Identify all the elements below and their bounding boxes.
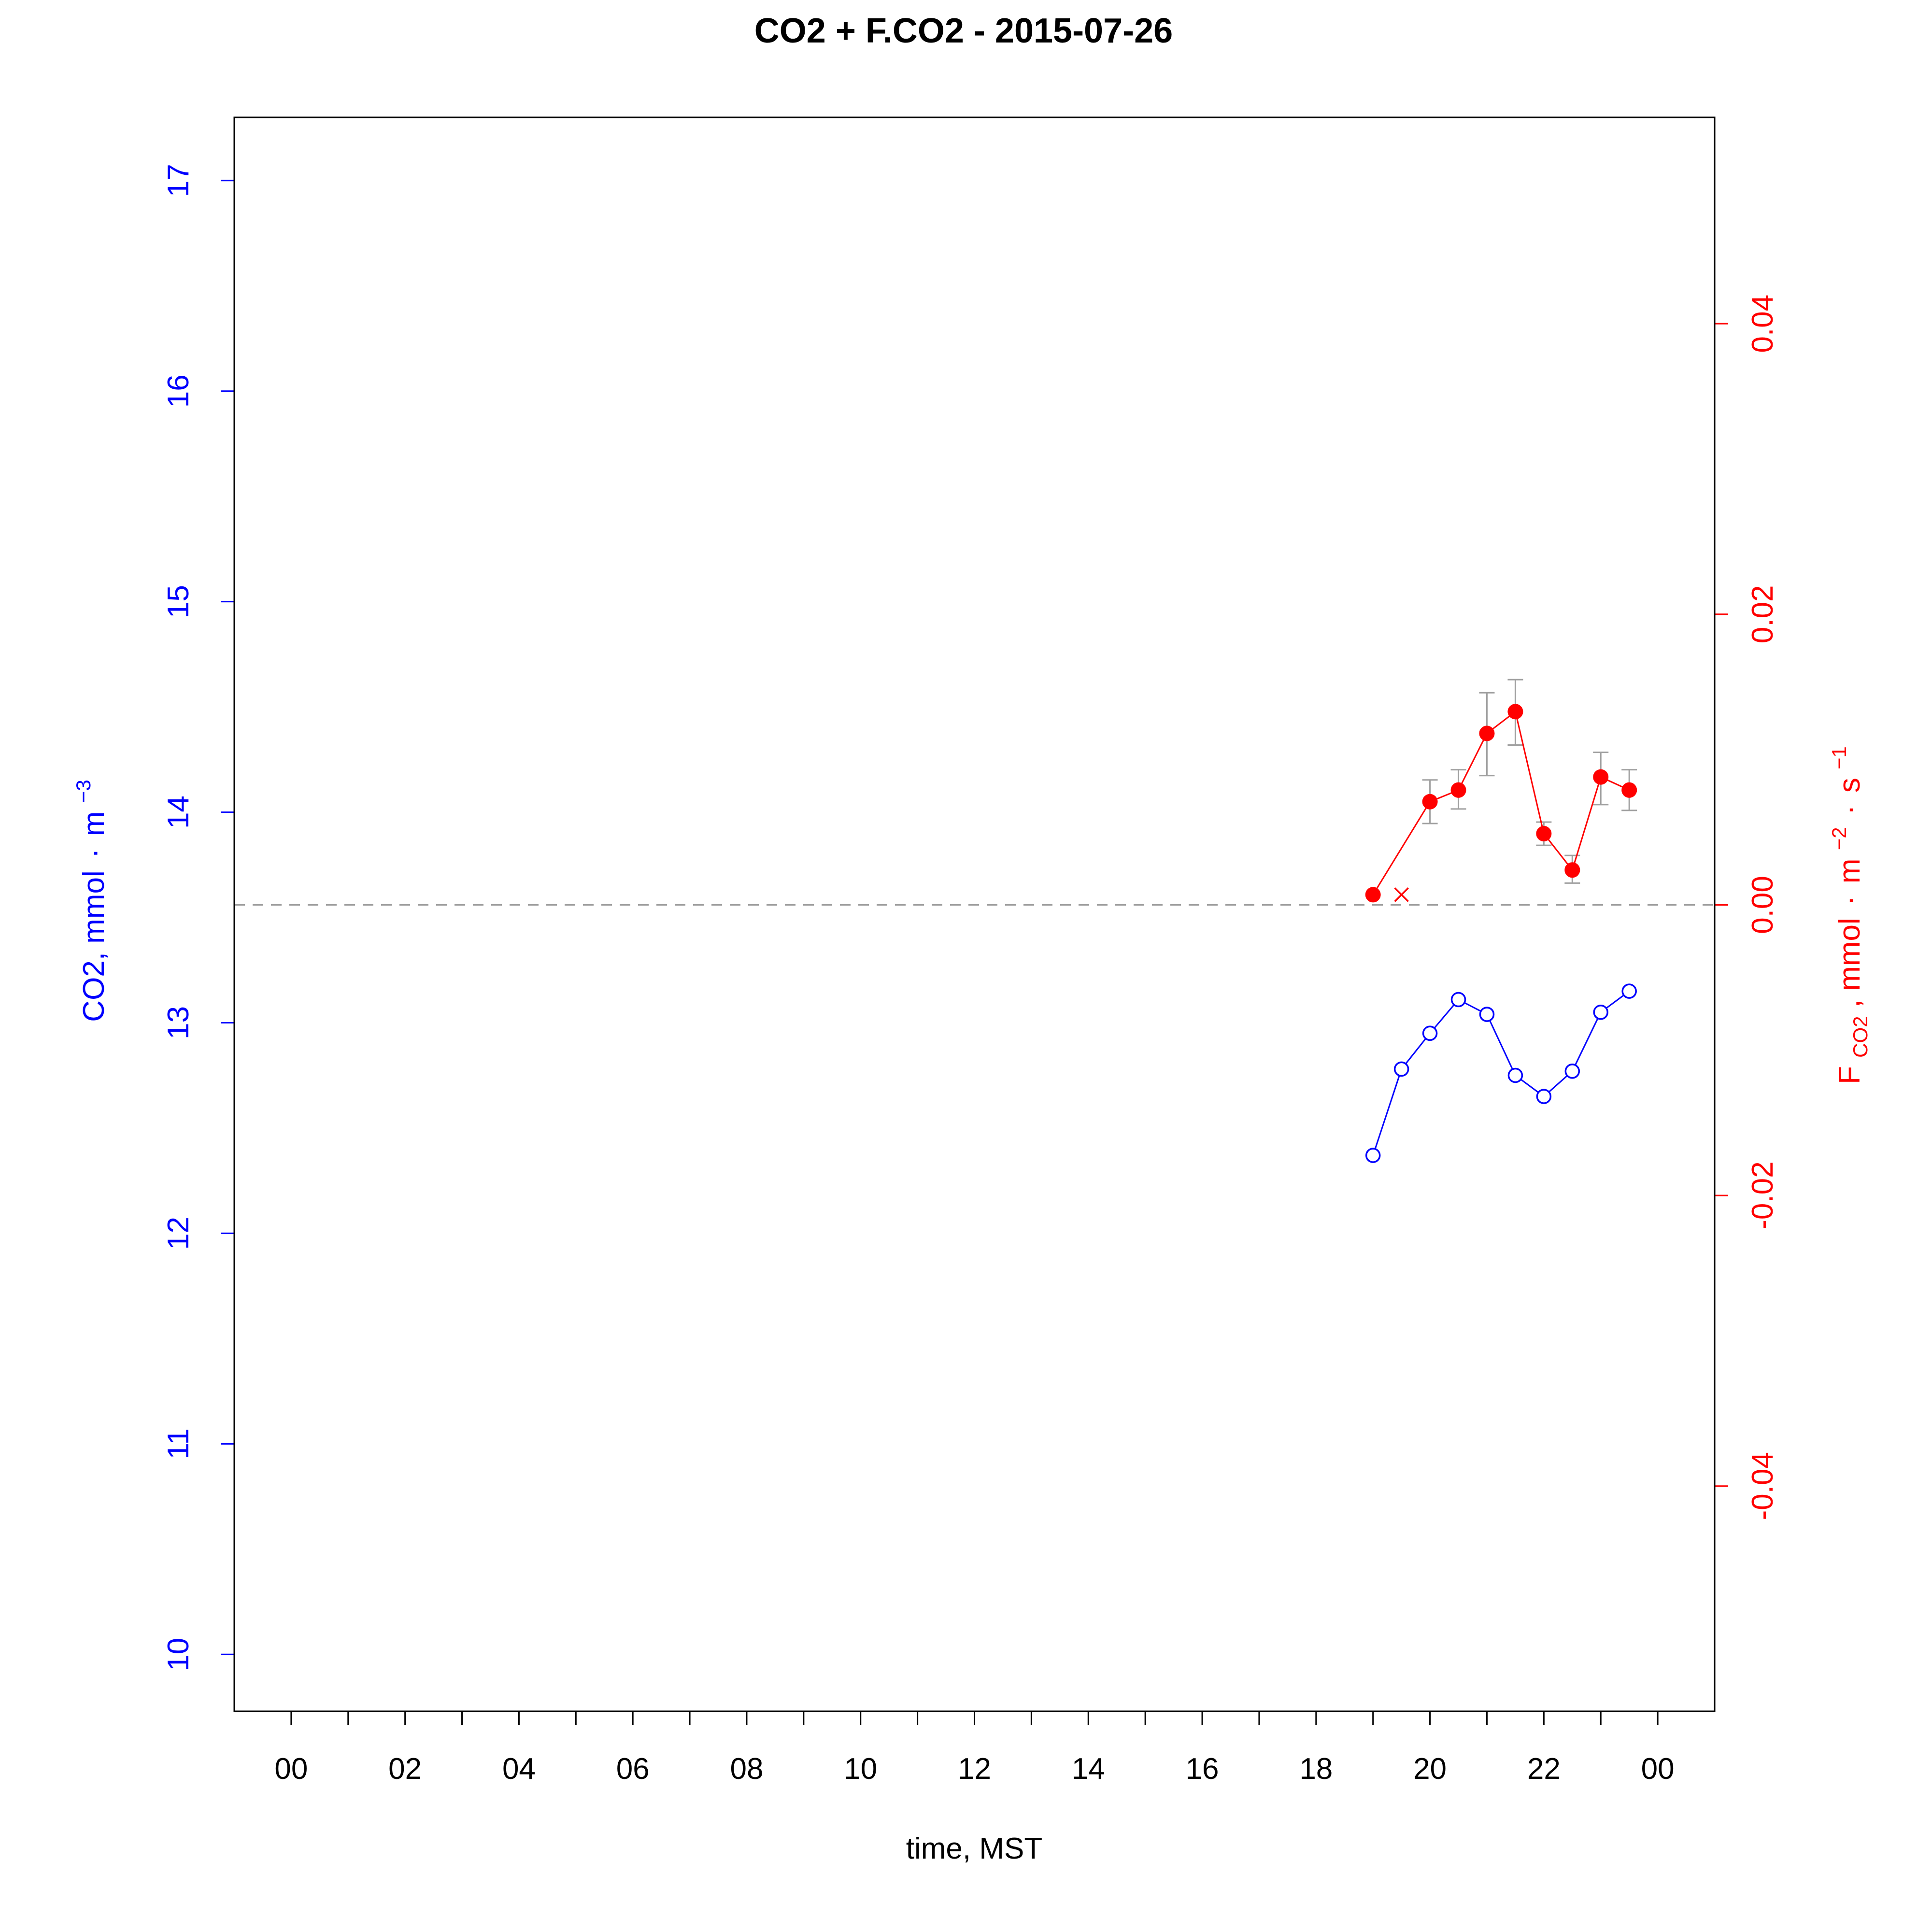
y-right-label-sup-m: −2 (1828, 827, 1850, 850)
axes-layer: 00 02 04 06 08 10 12 14 16 18 20 22 00 10 11 12 13 14 15 16… (162, 164, 1779, 1786)
flux-point (1621, 782, 1637, 798)
x-axis-label: time, MST (906, 1832, 1042, 1865)
co2-point (1507, 1067, 1523, 1083)
co2-series-line (1372, 990, 1630, 1156)
y-left-tick-label: 12 (162, 1217, 195, 1250)
y-left-label-dot: · (77, 848, 111, 858)
x-tick-label: 10 (844, 1752, 877, 1786)
y-left-label-main: CO2, mmol (77, 870, 111, 1022)
flux-point (1479, 725, 1495, 741)
y-left-tick-label: 13 (162, 1006, 195, 1039)
y-right-tick-label: -0.04 (1746, 1452, 1779, 1520)
x-tick-label: 22 (1527, 1752, 1561, 1786)
y-right-tick-label: 0.04 (1746, 295, 1779, 353)
x-tick-label: 00 (274, 1752, 308, 1786)
y-right-label-dot1: · (1833, 895, 1866, 906)
y-right-label-rest: , mmol (1833, 918, 1866, 1008)
flux-point (1422, 794, 1438, 810)
cross-stroke-b (1394, 887, 1409, 902)
flux-point (1593, 769, 1609, 785)
co2-point (1422, 1025, 1438, 1041)
co2-point (1621, 983, 1637, 999)
flux-series-line (1372, 710, 1630, 895)
y-right-label-sup-s: −1 (1828, 746, 1850, 769)
y-left-label-sup: −3 (72, 780, 95, 803)
y-right-label-f: F (1833, 1066, 1866, 1084)
plot-frame (233, 116, 1716, 1712)
flux-point (1507, 704, 1523, 720)
co2-point (1450, 992, 1466, 1008)
y-left-label-unit: m (77, 811, 111, 836)
co2-point (1593, 1004, 1608, 1020)
y-left-tick-label: 11 (162, 1428, 195, 1459)
co2-point (1564, 1064, 1580, 1079)
y-left-tick-label: 14 (162, 796, 195, 829)
y-right-tick-label: 0.00 (1746, 876, 1779, 934)
y-right-tick-label: -0.02 (1746, 1161, 1779, 1229)
co2-point (1365, 1148, 1381, 1163)
co2-point (1479, 1007, 1495, 1022)
x-tick-label: 08 (730, 1752, 763, 1786)
y-left-tick-label: 17 (162, 164, 195, 197)
y-right-tick-label: 0.02 (1746, 585, 1779, 643)
x-tick-label: 06 (616, 1752, 650, 1786)
co2-point (1393, 1061, 1409, 1077)
flux-point (1564, 862, 1580, 878)
co2-point (1536, 1089, 1552, 1104)
y-axis-left-label: CO2, mmol · m −3 (72, 780, 111, 1022)
y-right-label-dot2: · (1833, 805, 1866, 815)
x-tick-label: 02 (388, 1752, 422, 1786)
x-tick-label: 20 (1413, 1752, 1447, 1786)
series-layer (1365, 704, 1637, 1163)
flux-point (1365, 887, 1381, 903)
y-left-tick-label: 10 (162, 1638, 195, 1671)
x-tick-label: 12 (958, 1752, 991, 1786)
y-left-tick-label: 16 (162, 374, 195, 408)
x-tick-label: 16 (1186, 1752, 1219, 1786)
flux-point (1536, 826, 1552, 842)
x-tick-label: 14 (1072, 1752, 1105, 1786)
x-tick-label: 00 (1641, 1752, 1675, 1786)
y-left-tick-label: 15 (162, 585, 195, 618)
chart-title: CO2 + F.CO2 - 2015-07-26 (754, 12, 1173, 50)
y-axis-right-label: F CO2 , mmol · m −2 · s −1 (1819, 746, 1874, 1084)
y-right-label-s: s (1833, 778, 1866, 793)
x-tick-label: 04 (502, 1752, 536, 1786)
x-tick-label: 18 (1299, 1752, 1333, 1786)
flux-point (1450, 782, 1466, 798)
y-right-label-m: m (1833, 858, 1866, 883)
flux-cross-marker (1394, 887, 1409, 902)
y-right-label-sub: CO2 (1849, 1016, 1872, 1057)
